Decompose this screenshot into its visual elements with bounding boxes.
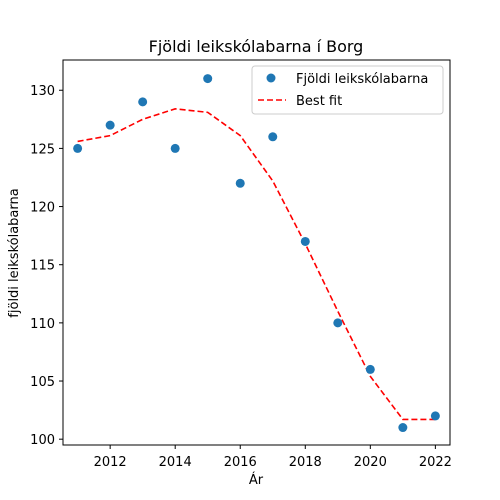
- legend-box: [251, 65, 444, 115]
- legend-label-fit: Best fit: [296, 94, 342, 109]
- best-fit-line: [77, 108, 436, 421]
- chart-title: Fjöldi leikskólabarna í Borg: [149, 37, 364, 56]
- data-point: [73, 143, 83, 153]
- data-point: [138, 97, 148, 107]
- y-tick-label: 120: [30, 201, 55, 216]
- data-point: [333, 318, 343, 328]
- data-point: [170, 143, 180, 153]
- best-fit-layer: [77, 108, 436, 421]
- y-axis-label: fjöldi leikskólabarna: [7, 188, 22, 317]
- x-tick-label: 2022: [419, 455, 452, 470]
- plot-frame: [62, 59, 451, 446]
- legend-label-scatter: Fjöldi leikskólabarna: [296, 72, 428, 87]
- x-tick-label: 2020: [354, 455, 387, 470]
- y-tick-label: 125: [30, 142, 55, 157]
- x-tick-label: 2018: [289, 455, 322, 470]
- y-tick-label: 110: [30, 317, 55, 332]
- data-point: [365, 364, 375, 374]
- y-tick-label: 115: [30, 259, 55, 274]
- legend-marker-scatter: [266, 73, 276, 83]
- y-tick-label: 100: [30, 433, 55, 448]
- data-point: [268, 132, 278, 142]
- y-tick-label: 130: [30, 84, 55, 99]
- data-point: [300, 236, 310, 246]
- scatter-layer: [73, 74, 440, 433]
- data-point: [430, 411, 440, 421]
- x-tick-label: 2016: [224, 455, 257, 470]
- axis-ticks: 2012 2014 2016 2018 2020 2022 100 105 110 115 120 1…: [30, 84, 452, 470]
- y-tick-label: 105: [30, 375, 55, 390]
- data-point: [105, 120, 115, 130]
- x-tick-label: 2014: [159, 455, 192, 470]
- x-axis-label: Ár: [249, 472, 264, 488]
- x-tick-label: 2012: [94, 455, 127, 470]
- data-point: [203, 74, 213, 84]
- data-point: [235, 178, 245, 188]
- data-point: [398, 423, 408, 433]
- legend: Fjöldi leikskólabarna Best fit: [251, 65, 444, 115]
